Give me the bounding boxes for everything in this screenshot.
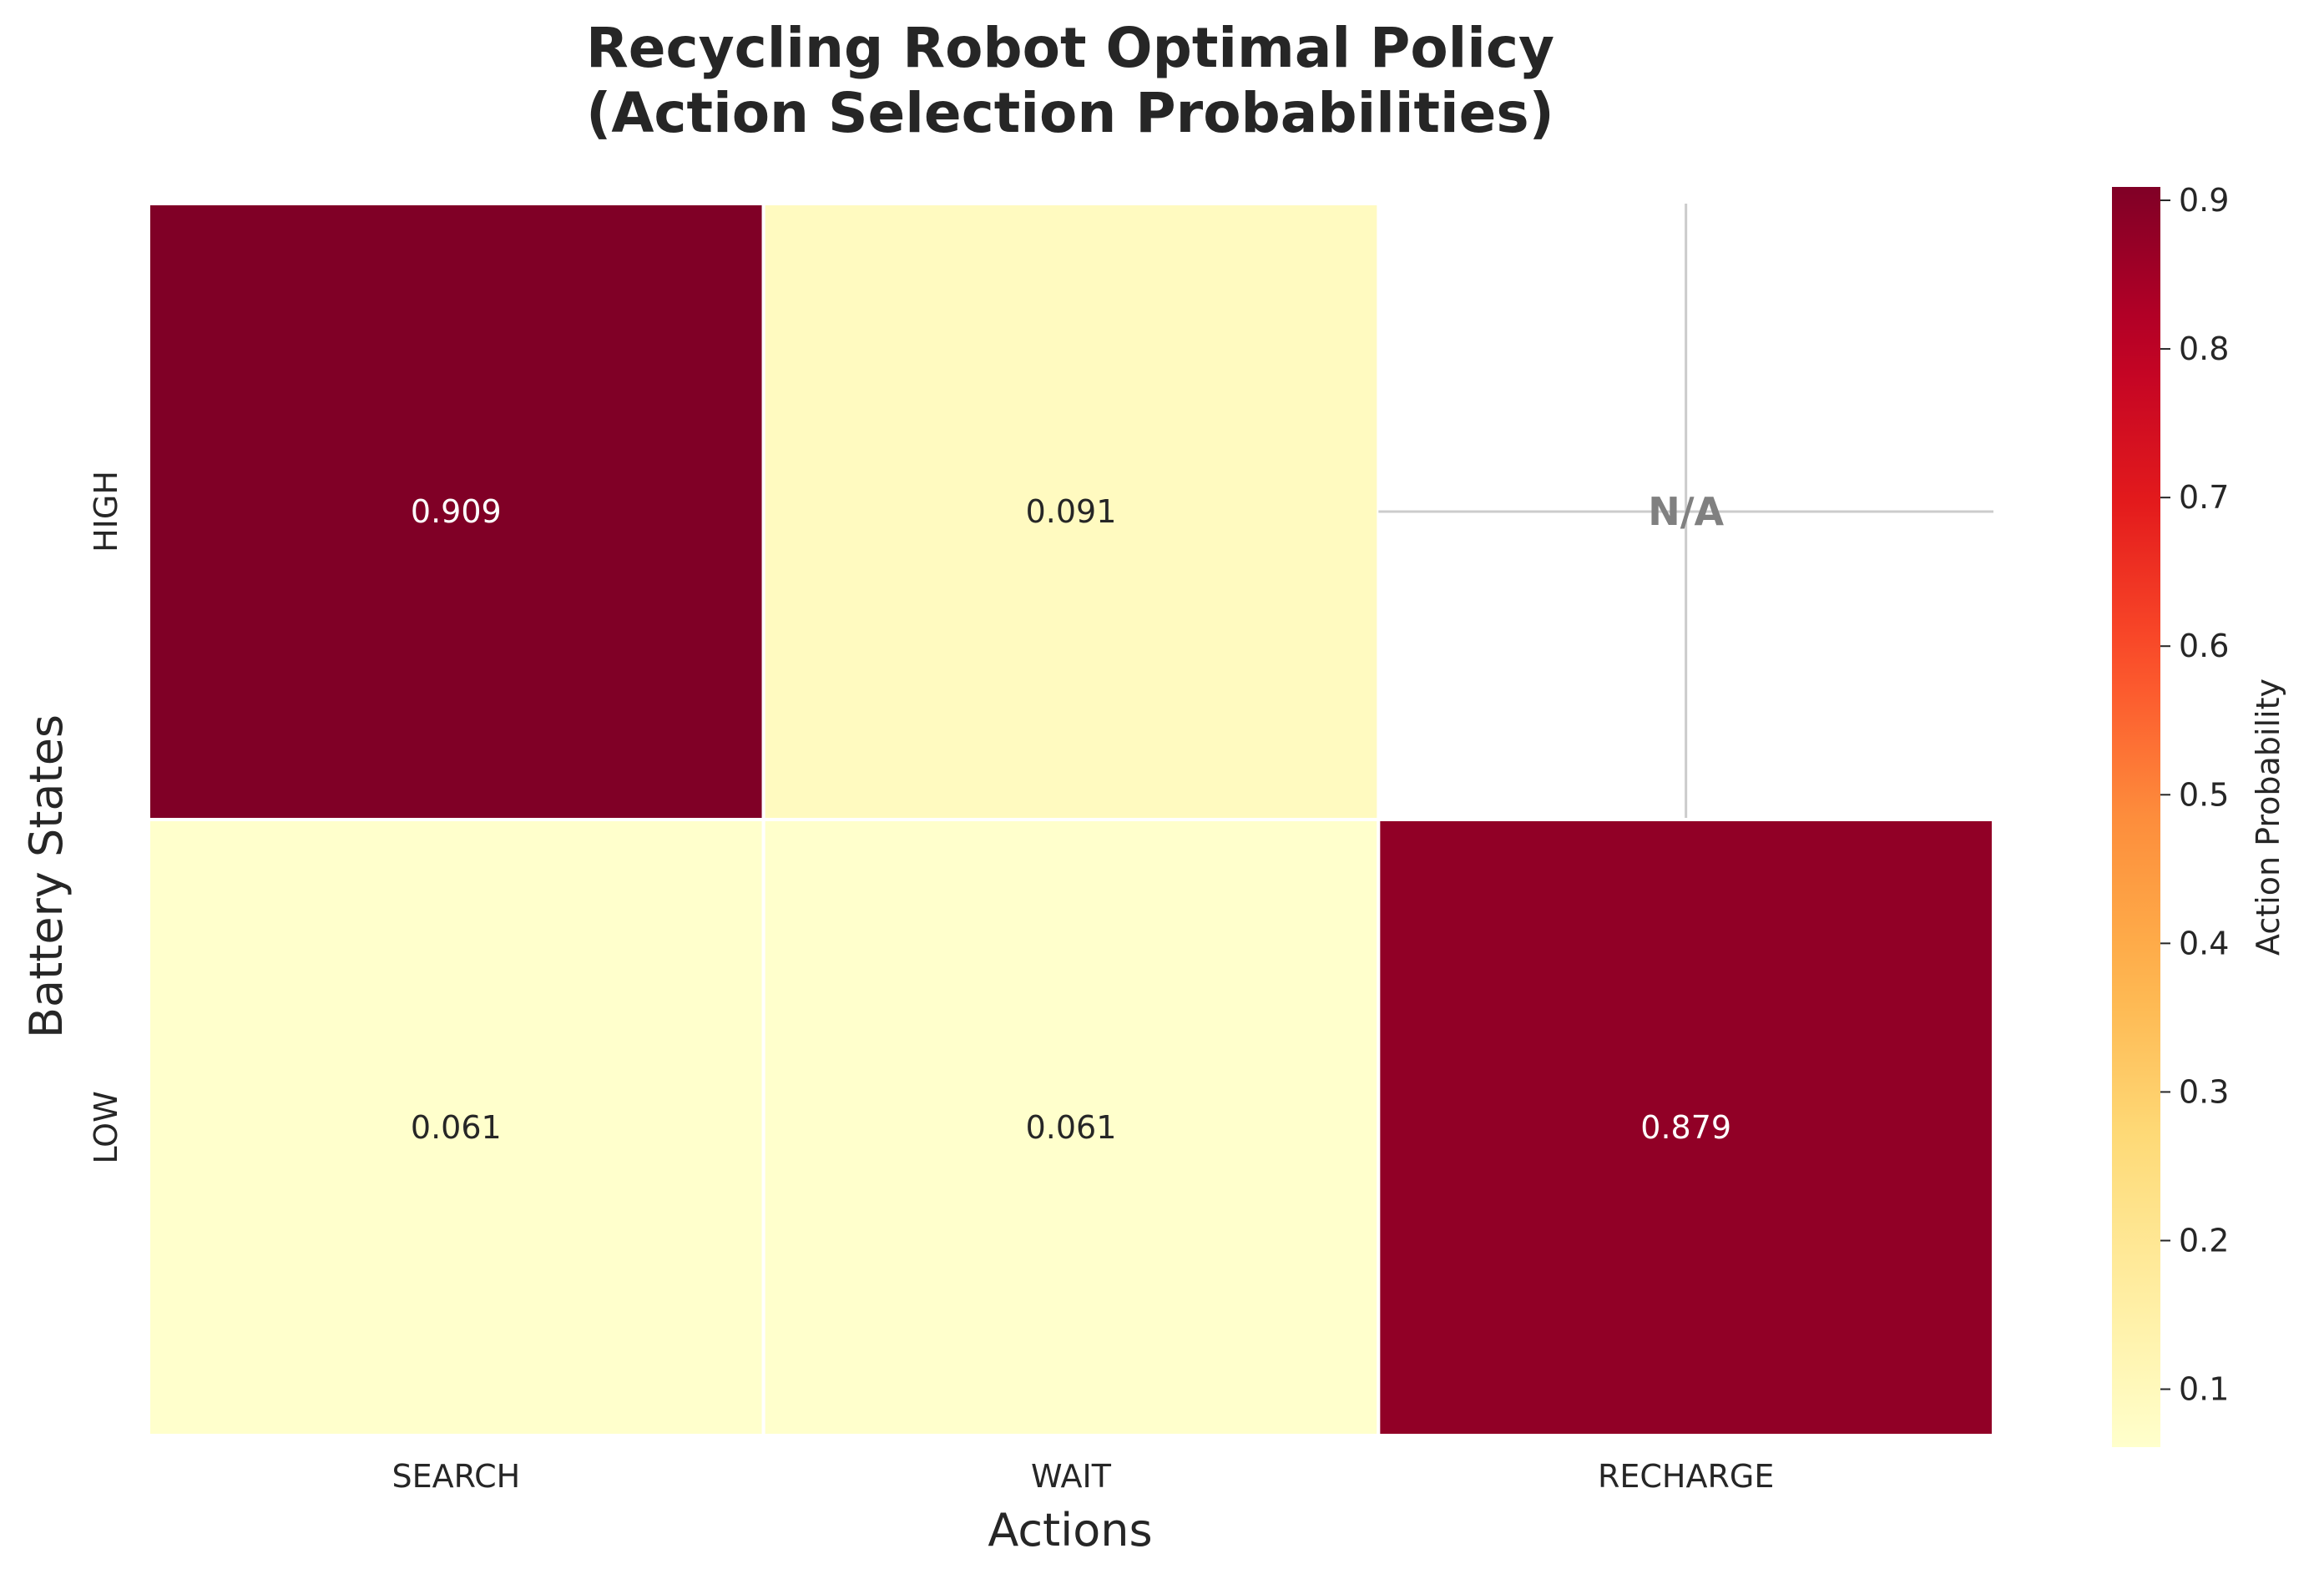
- heatmap-cell: [1377, 818, 1996, 1437]
- colorbar-label: Action Probability: [2250, 679, 2286, 956]
- colorbar-tick-label: 0.3: [2179, 1073, 2229, 1110]
- cell-value-label: 0.091: [1026, 493, 1117, 530]
- colorbar-tick-label: 0.1: [2179, 1371, 2229, 1408]
- heatmap-cell: [761, 818, 1381, 1437]
- y-tick-label: LOW: [88, 1091, 124, 1163]
- colorbar-tick-label: 0.5: [2179, 776, 2229, 813]
- heatmap-cells: 0.909 0.091 N/A 0.061 0.061 0.879: [147, 202, 1996, 1437]
- x-tick-label: SEARCH: [392, 1458, 520, 1495]
- heatmap-cell: [147, 202, 765, 821]
- colorbar-ticks: 0.1 0.2 0.3 0.4 0.5 0.6 0.7 0.8 0.9: [2160, 182, 2229, 1408]
- cell-value-label: 0.909: [411, 493, 502, 530]
- cell-value-label: 0.061: [1026, 1109, 1117, 1146]
- cell-missing-label: N/A: [1648, 489, 1724, 534]
- colorbar-tick-label: 0.9: [2179, 182, 2229, 219]
- y-tick-labels: HIGH LOW: [88, 471, 124, 1164]
- heatmap-cell: [761, 202, 1381, 821]
- heatmap-cell: [147, 818, 765, 1437]
- y-axis-label: Battery States: [20, 714, 73, 1038]
- colorbar-tick-label: 0.6: [2179, 628, 2229, 664]
- chart-title-line-2: (Action Selection Probabilities): [586, 81, 1554, 145]
- colorbar-tick-label: 0.2: [2179, 1222, 2229, 1259]
- y-tick-label: HIGH: [88, 471, 124, 552]
- x-axis-label: Actions: [988, 1504, 1152, 1556]
- x-tick-label: RECHARGE: [1598, 1458, 1774, 1495]
- cell-value-label: 0.061: [411, 1109, 502, 1146]
- cell-value-label: 0.879: [1640, 1109, 1731, 1146]
- chart-title-line-1: Recycling Robot Optimal Policy: [586, 16, 1554, 80]
- heatmap-cell-missing: N/A: [1378, 204, 1993, 820]
- colorbar-tick-label: 0.8: [2179, 330, 2229, 367]
- colorbar-tick-label: 0.4: [2179, 925, 2229, 961]
- x-tick-label: WAIT: [1031, 1458, 1112, 1495]
- colorbar: 0.1 0.2 0.3 0.4 0.5 0.6 0.7 0.8 0.9 Action Proba…: [2112, 182, 2286, 1447]
- colorbar-gradient: [2112, 187, 2160, 1447]
- colorbar-tick-label: 0.7: [2179, 479, 2229, 516]
- x-tick-labels: SEARCH WAIT RECHARGE: [392, 1458, 1774, 1495]
